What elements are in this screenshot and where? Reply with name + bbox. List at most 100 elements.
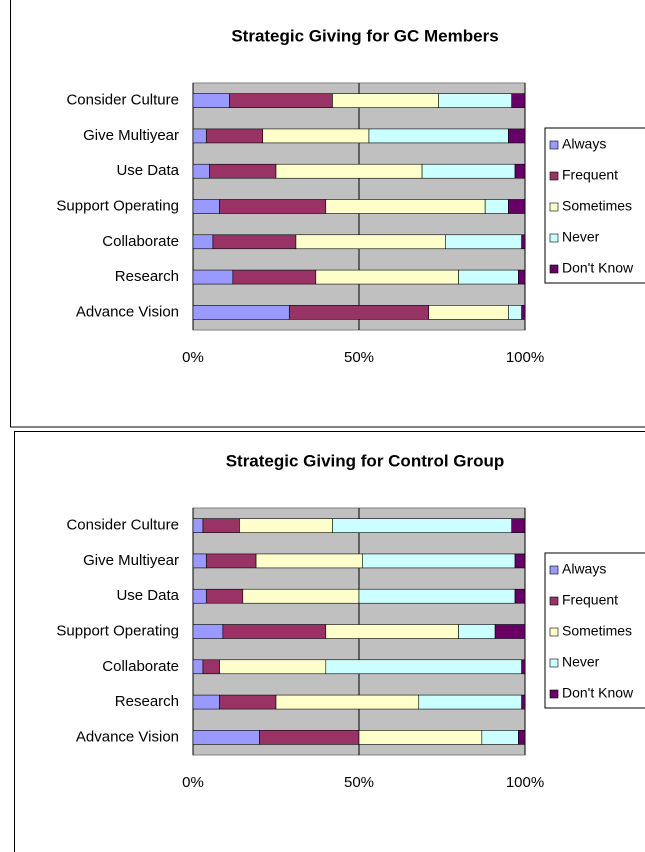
bar-segment xyxy=(205,588,244,604)
y-tick-label: Support Operating xyxy=(56,197,179,214)
x-tick-label: 0% xyxy=(182,349,204,366)
legend-swatch xyxy=(549,627,559,637)
bar-segment xyxy=(192,694,220,710)
legend-swatch xyxy=(549,202,559,212)
legend-box xyxy=(544,127,645,284)
bar-segment xyxy=(219,694,277,710)
legend-swatch xyxy=(549,689,559,699)
bar-segment xyxy=(514,553,526,569)
bar-segment xyxy=(521,305,526,320)
bar-segment xyxy=(192,199,220,214)
bar-segment xyxy=(518,730,526,745)
bar-segment xyxy=(192,518,204,533)
bar-segment xyxy=(192,93,230,108)
bar-segment xyxy=(192,659,204,675)
legend-label: Always xyxy=(562,136,606,152)
y-tick-label: Give Multiyear xyxy=(83,127,179,144)
bar-segment xyxy=(511,518,526,533)
legend-label: Don't Know xyxy=(562,685,634,701)
bar-segment xyxy=(205,128,264,144)
legend-label: Frequent xyxy=(562,167,618,183)
bar-segment xyxy=(484,199,509,214)
bar-segment xyxy=(315,269,459,285)
bar-segment xyxy=(514,163,526,179)
y-tick-label: Give Multiyear xyxy=(83,552,179,569)
y-tick-label: Collaborate xyxy=(102,658,179,675)
bar-segment xyxy=(288,305,430,320)
bar-segment xyxy=(481,730,519,745)
bar-segment xyxy=(494,624,526,639)
bar-segment xyxy=(295,234,446,250)
y-tick-label: Collaborate xyxy=(102,233,179,250)
bar-segment xyxy=(325,199,486,214)
legend-label: Always xyxy=(562,561,606,577)
legend-label: Don't Know xyxy=(562,260,634,276)
bar-segment xyxy=(202,518,240,533)
bar-segment xyxy=(192,730,260,745)
legend-label: Sometimes xyxy=(562,198,632,214)
x-tick-label: 0% xyxy=(182,774,204,791)
bar-segment xyxy=(275,163,423,179)
bar-segment xyxy=(229,93,333,108)
bar-segment xyxy=(192,553,207,569)
bar-segment xyxy=(232,269,317,285)
bar-segment xyxy=(192,234,214,250)
bar-segment xyxy=(421,163,516,179)
bar-segment xyxy=(521,234,526,250)
y-tick-label: Advance Vision xyxy=(76,728,179,745)
bar-segment xyxy=(212,234,297,250)
x-tick-label: 50% xyxy=(344,349,374,366)
bar-segment xyxy=(418,694,522,710)
x-tick-label: 100% xyxy=(506,349,544,366)
bar-segment xyxy=(325,624,459,639)
x-tick-label: 50% xyxy=(344,774,374,791)
x-tick-label: 100% xyxy=(506,774,544,791)
bar-segment xyxy=(358,730,483,745)
bar-segment xyxy=(445,234,522,250)
bar-segment xyxy=(192,128,207,144)
bar-segment xyxy=(239,518,333,533)
bar-segment xyxy=(428,305,509,320)
bar-segment xyxy=(514,588,526,604)
legend-label: Frequent xyxy=(562,592,618,608)
y-tick-label: Use Data xyxy=(116,162,179,179)
legend-swatch xyxy=(549,233,559,243)
bar-segment xyxy=(242,588,360,604)
bar-segment xyxy=(209,163,277,179)
bar-segment xyxy=(458,624,496,639)
bar-segment xyxy=(508,128,526,144)
bar-segment xyxy=(205,553,257,569)
legend-label: Sometimes xyxy=(562,623,632,639)
y-tick-label: Use Data xyxy=(116,587,179,604)
bar-segment xyxy=(202,659,220,675)
y-tick-label: Research xyxy=(115,693,179,710)
y-tick-label: Research xyxy=(115,268,179,285)
bar-segment xyxy=(262,128,370,144)
legend-box xyxy=(544,552,645,709)
bar-segment xyxy=(192,163,210,179)
bar-segment xyxy=(368,128,509,144)
legend-swatch xyxy=(549,264,559,274)
bar-segment xyxy=(358,588,516,604)
bar-segment xyxy=(192,588,207,604)
y-tick-label: Support Operating xyxy=(56,622,179,639)
bar-segment xyxy=(259,730,360,745)
bar-segment xyxy=(192,305,290,320)
legend-label: Never xyxy=(562,229,600,245)
bar-segment xyxy=(521,694,526,710)
bar-segment xyxy=(332,518,513,533)
y-tick-label: Advance Vision xyxy=(76,303,179,320)
legend-swatch xyxy=(549,171,559,181)
bar-segment xyxy=(219,199,327,214)
legend-label: Never xyxy=(562,654,600,670)
bar-segment xyxy=(511,93,526,108)
bar-segment xyxy=(192,269,234,285)
bar-segment xyxy=(508,199,526,214)
bar-segment xyxy=(332,93,439,108)
y-tick-label: Consider Culture xyxy=(66,92,179,109)
legend-swatch xyxy=(549,140,559,150)
legend-swatch xyxy=(549,658,559,668)
bar-segment xyxy=(521,659,526,675)
